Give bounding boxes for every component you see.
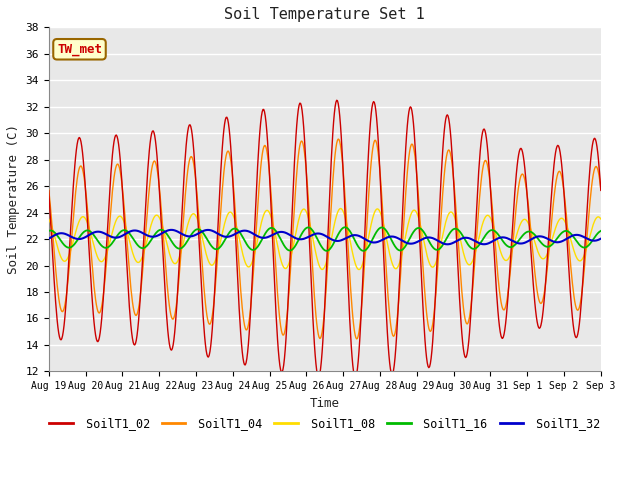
Y-axis label: Soil Temperature (C): Soil Temperature (C) <box>7 124 20 275</box>
Legend:  SoilT1_02,  SoilT1_04,  SoilT1_08,  SoilT1_16,  SoilT1_32: SoilT1_02, SoilT1_04, SoilT1_08, SoilT1_… <box>45 412 605 434</box>
Text: TW_met: TW_met <box>57 43 102 56</box>
Title: Soil Temperature Set 1: Soil Temperature Set 1 <box>225 7 425 22</box>
X-axis label: Time: Time <box>310 396 340 410</box>
